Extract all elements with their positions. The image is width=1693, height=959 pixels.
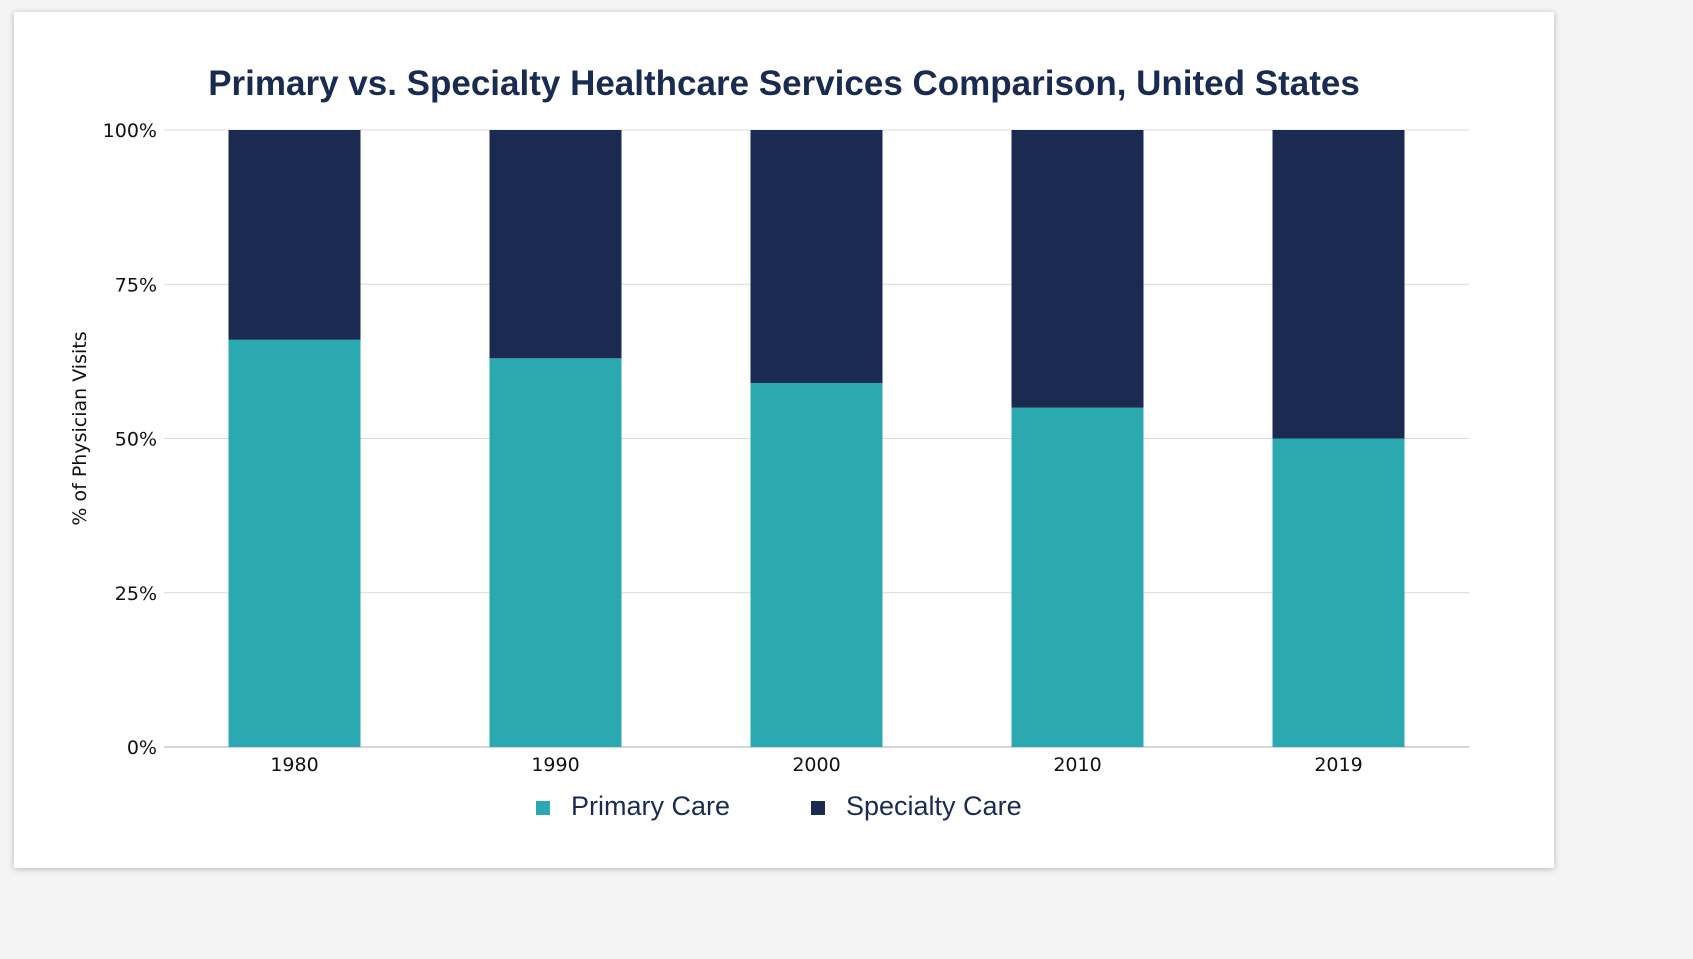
bar-primary-care-2000 bbox=[750, 382, 883, 747]
x-tick-label: 2000 bbox=[792, 754, 840, 776]
x-tick-label: 2010 bbox=[1053, 754, 1101, 776]
bar-primary-care-2019 bbox=[1272, 438, 1405, 747]
bar-specialty-care-2010 bbox=[1011, 130, 1144, 408]
x-tick-label: 2019 bbox=[1314, 754, 1362, 776]
bar-primary-care-1990 bbox=[489, 358, 622, 747]
y-axis-label: % of Physician Visits bbox=[69, 331, 91, 525]
x-axis: 1980 1990 2000 2010 2019 bbox=[270, 754, 1362, 776]
y-tick-label: 75% bbox=[115, 274, 157, 296]
bar-primary-care-2010 bbox=[1011, 407, 1144, 747]
bar-specialty-care-1980 bbox=[228, 130, 361, 340]
y-tick-label: 25% bbox=[115, 583, 157, 605]
y-tick-label: 0% bbox=[127, 737, 157, 759]
bar-primary-care-1980 bbox=[228, 339, 361, 747]
chart-title: Primary vs. Specialty Healthcare Service… bbox=[208, 64, 1360, 103]
y-tick-label: 100% bbox=[103, 120, 157, 142]
bars bbox=[228, 130, 1405, 747]
legend-label-primary-care: Primary Care bbox=[571, 791, 730, 821]
y-tick-label: 50% bbox=[115, 429, 157, 451]
legend-swatch-specialty-care bbox=[811, 801, 825, 815]
chart-svg: 0% 25% 50% 75% 100% 1980 1990 2000 2010 2019 % o… bbox=[69, 120, 1469, 821]
chart-card: Primary vs. Specialty Healthcare Service… bbox=[14, 12, 1554, 868]
bar-specialty-care-1990 bbox=[489, 130, 622, 359]
y-axis: 0% 25% 50% 75% 100% bbox=[103, 120, 157, 759]
legend-label-specialty-care: Specialty Care bbox=[846, 791, 1022, 821]
x-tick-label: 1990 bbox=[531, 754, 579, 776]
bar-specialty-care-2019 bbox=[1272, 130, 1405, 439]
bar-specialty-care-2000 bbox=[750, 130, 883, 383]
legend-swatch-primary-care bbox=[536, 801, 550, 815]
x-tick-label: 1980 bbox=[270, 754, 318, 776]
legend: Primary Care Specialty Care bbox=[536, 791, 1022, 821]
